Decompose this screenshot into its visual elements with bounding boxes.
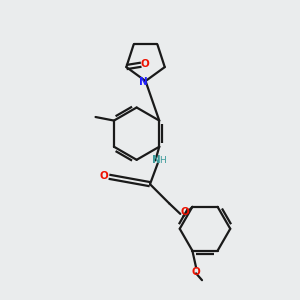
- Text: H: H: [159, 156, 166, 165]
- Text: O: O: [141, 59, 150, 69]
- Text: O: O: [180, 207, 189, 218]
- Text: N: N: [139, 76, 148, 87]
- Text: O: O: [100, 171, 109, 181]
- Text: O: O: [192, 267, 200, 277]
- Text: N: N: [152, 154, 161, 164]
